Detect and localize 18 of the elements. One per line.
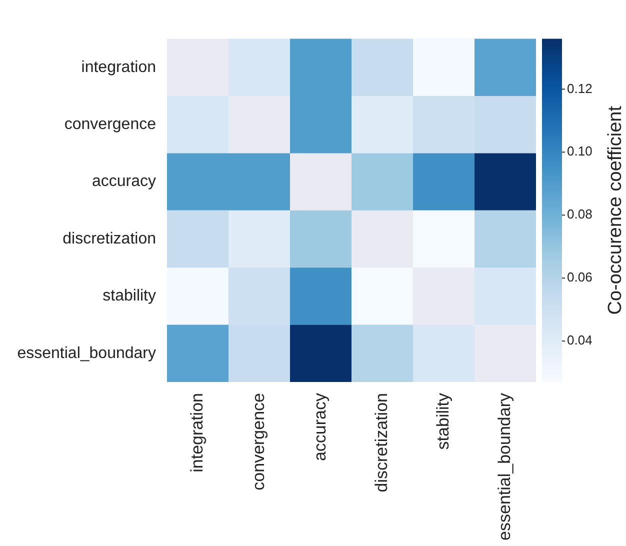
y-tick-label: accuracy xyxy=(92,173,156,190)
y-tick-label: integration xyxy=(81,58,156,76)
color-bar-label: 0.04 xyxy=(567,332,592,348)
x-tick-label: accuracy xyxy=(310,392,330,462)
color-bar-label: 0.10 xyxy=(567,144,592,159)
y-tick-label: essential_boundary xyxy=(17,344,156,362)
x-tick-label: stability xyxy=(433,392,452,450)
y-tick-label: stability xyxy=(102,288,156,305)
y-tick-label: discretization xyxy=(62,230,156,248)
x-tick-label: essential_boundary xyxy=(494,392,514,540)
color-bar-label: 0.12 xyxy=(567,80,592,96)
x-tick-label: convergence xyxy=(248,393,268,490)
x-tick-label: integration xyxy=(187,393,206,472)
color-bar-label: 0.06 xyxy=(567,270,592,285)
color-bar-label: 0.08 xyxy=(567,206,592,222)
y-tick-label: convergence xyxy=(64,116,156,134)
x-tick-label: discretization xyxy=(372,393,391,492)
color-bar-title: Co-occurence coefficient xyxy=(605,105,626,315)
